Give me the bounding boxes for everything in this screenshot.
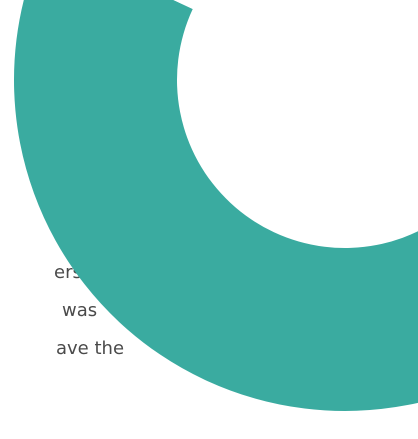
donut-slice [173,0,198,10]
donut-slice [14,0,418,411]
text-line: was [62,300,98,321]
text-line: ave the [56,338,125,359]
